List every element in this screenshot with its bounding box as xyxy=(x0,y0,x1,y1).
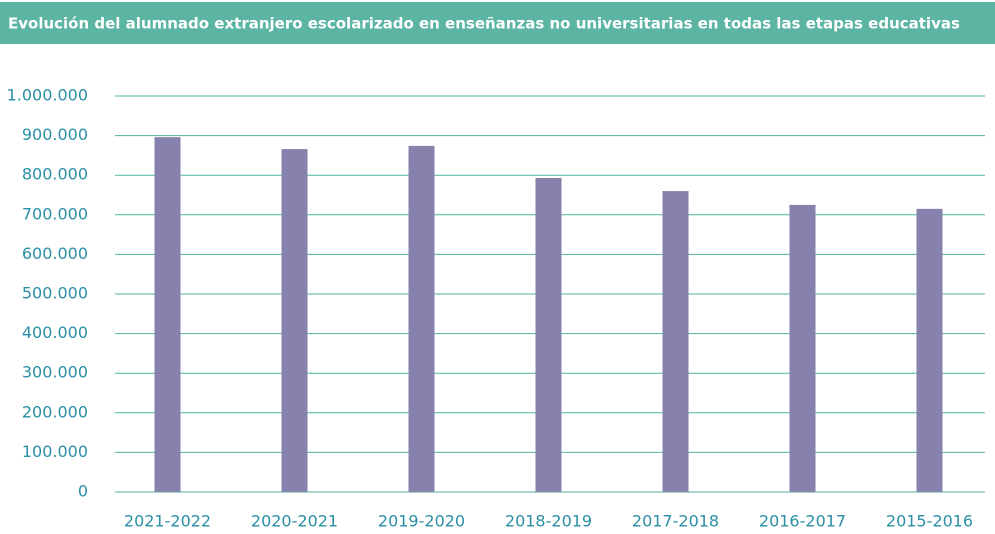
y-tick-label: 1.000.000 xyxy=(7,86,88,105)
y-tick-label: 800.000 xyxy=(22,165,88,184)
x-tick-label: 2017-2018 xyxy=(632,512,719,531)
x-tick-label: 2015-2016 xyxy=(886,512,973,531)
y-tick-label: 400.000 xyxy=(22,323,88,342)
bar xyxy=(281,149,308,492)
y-tick-label: 600.000 xyxy=(22,244,88,263)
y-tick-label: 300.000 xyxy=(22,363,88,382)
y-tick-label: 900.000 xyxy=(22,125,88,144)
bar xyxy=(535,177,562,493)
y-tick-label: 0 xyxy=(78,482,88,501)
y-tick-label: 700.000 xyxy=(22,204,88,223)
title-banner xyxy=(0,2,995,44)
y-tick-label: 100.000 xyxy=(22,442,88,461)
bar xyxy=(408,145,435,492)
bar xyxy=(789,204,816,492)
x-tick-label: 2018-2019 xyxy=(505,512,592,531)
x-tick-label: 2019-2020 xyxy=(378,512,465,531)
chart-title: Evolución del alumnado extranjero escola… xyxy=(8,15,960,33)
y-tick-label: 500.000 xyxy=(22,284,88,303)
x-tick-label: 2020-2021 xyxy=(251,512,338,531)
y-tick-label: 200.000 xyxy=(22,402,88,421)
bar xyxy=(154,137,181,492)
bar xyxy=(662,191,689,493)
x-tick-label: 2016-2017 xyxy=(759,512,846,531)
x-tick-label: 2021-2022 xyxy=(124,512,211,531)
bar xyxy=(916,208,943,493)
